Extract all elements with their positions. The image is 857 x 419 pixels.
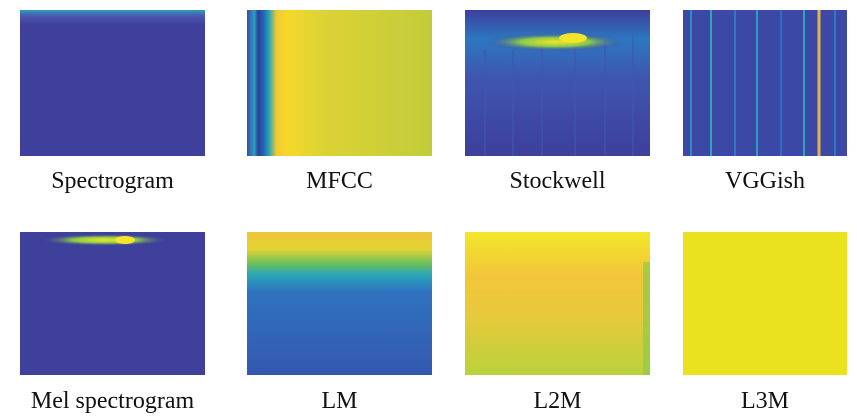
panel-label: L2M bbox=[533, 388, 582, 414]
panel-label: Stockwell bbox=[509, 168, 606, 194]
panel-label: LM bbox=[321, 388, 358, 414]
panel-label: MFCC bbox=[306, 168, 373, 194]
vggish-image bbox=[683, 10, 847, 156]
l2m-image bbox=[465, 232, 650, 375]
panel-label: L3M bbox=[741, 388, 789, 414]
panel-label: Spectrogram bbox=[51, 168, 174, 194]
mfcc-image bbox=[247, 10, 432, 156]
panel-label: Mel spectrogram bbox=[30, 388, 195, 414]
mel-spectrogram-image bbox=[20, 232, 205, 375]
panel-label: VGGish bbox=[724, 168, 805, 194]
stockwell-image bbox=[465, 10, 650, 156]
lm-image bbox=[247, 232, 432, 375]
spectrogram-image bbox=[20, 10, 205, 156]
l3m-image bbox=[683, 232, 847, 375]
